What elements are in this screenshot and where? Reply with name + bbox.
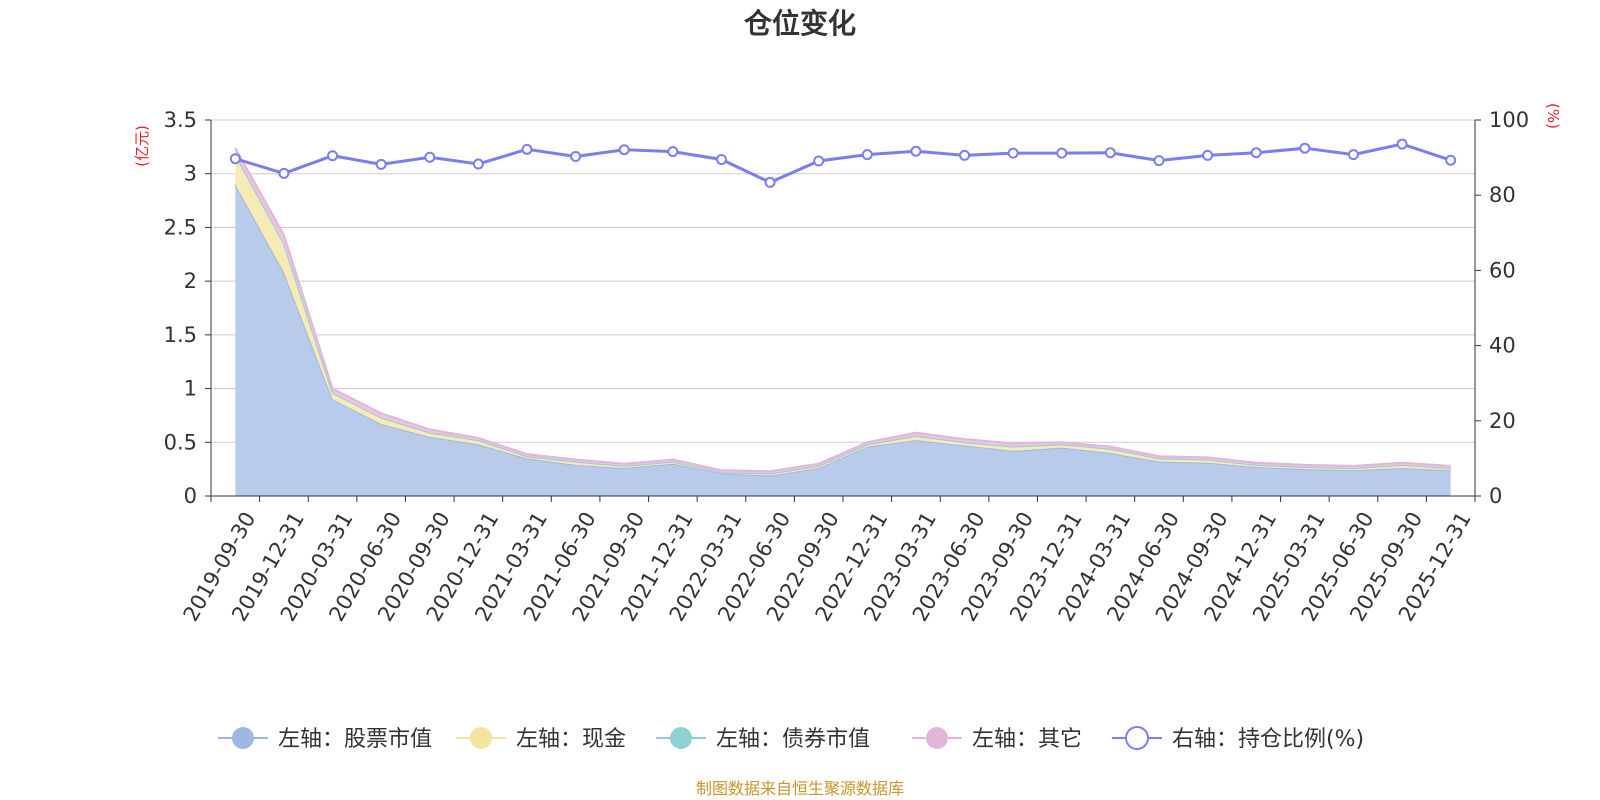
ratio-point [1347, 149, 1359, 161]
ratio-point [1445, 154, 1457, 166]
legend-marker [1125, 726, 1149, 750]
ratio-point [1104, 147, 1116, 159]
left-axis-tick-label: 1.5 [164, 323, 197, 347]
legend-label: 左轴：债券市值 [716, 727, 870, 752]
ratio-point [1299, 142, 1311, 154]
legend-marker [926, 727, 948, 749]
ratio-point [959, 149, 971, 161]
right-axis-tick-label: 20 [1489, 409, 1516, 433]
ratio-point [1396, 138, 1408, 150]
left-axis-tick-label: 0.5 [164, 430, 197, 454]
legend-item-0: 左轴：股票市值 [218, 727, 432, 752]
ratio-point [424, 151, 436, 163]
legend-marker [232, 727, 254, 749]
ratio-point [472, 158, 484, 170]
area-series-0 [235, 184, 1451, 496]
ratio-point [570, 150, 582, 162]
ratio-point [1007, 147, 1019, 159]
left-axis-tick-label: 2 [184, 269, 197, 293]
chart-title: 仓位变化 [744, 7, 856, 40]
legend-marker [470, 727, 492, 749]
ratio-point [861, 149, 873, 161]
left-axis-tick-label: 3 [184, 162, 197, 186]
right-axis-tick-label: 100 [1489, 108, 1529, 132]
ratio-line [234, 142, 1452, 185]
legend: 左轴：股票市值 左轴：现金 左轴：债券市值 左轴：其它 右轴：持仓比例(%) [218, 726, 1364, 752]
right-axis-tick-label: 40 [1489, 334, 1516, 358]
ratio-point [521, 143, 533, 155]
right-axis-tick-label: 80 [1489, 183, 1516, 207]
legend-label: 左轴：股票市值 [278, 727, 432, 752]
ratio-point [375, 158, 387, 170]
legend-item-3: 左轴：其它 [912, 727, 1082, 752]
ratio-point [1153, 155, 1165, 167]
right-axis-unit: (%) [1544, 103, 1562, 129]
ratio-point [618, 144, 630, 156]
right-axis-tick-label: 60 [1489, 258, 1516, 282]
legend-marker [670, 727, 692, 749]
legend-item-2: 左轴：债券市值 [656, 727, 870, 752]
right-axis-tick-label: 0 [1489, 484, 1502, 508]
left-axis-tick-label: 3.5 [164, 108, 197, 132]
ratio-point [715, 153, 727, 165]
ratio-point [813, 155, 825, 167]
stacked-areas [234, 147, 1451, 496]
ratio-point [1202, 149, 1214, 161]
source-note: 制图数据来自恒生聚源数据库 [696, 779, 904, 798]
ratio-point [667, 146, 679, 158]
ratio-point [278, 167, 290, 179]
ratio-point [1250, 147, 1262, 159]
left-axis-tick-label: 2.5 [164, 215, 197, 239]
ratio-point [1056, 147, 1068, 159]
ratio-point [764, 176, 776, 188]
grid-lines [211, 119, 1475, 443]
ratio-series [229, 138, 1457, 188]
ratio-point [229, 153, 241, 165]
left-axis-tick-label: 1 [184, 377, 197, 401]
axes: 00.511.522.533.50204060801002019-09-3020… [164, 108, 1530, 626]
ratio-point [910, 145, 922, 157]
left-axis-unit: (亿元) [133, 125, 151, 167]
legend-label: 左轴：其它 [972, 727, 1082, 752]
legend-label: 左轴：现金 [516, 727, 626, 752]
legend-item-4: 右轴：持仓比例(%) [1112, 726, 1364, 752]
area-series-line-3 [234, 147, 1451, 473]
legend-label: 右轴：持仓比例(%) [1172, 727, 1364, 752]
legend-item-1: 左轴：现金 [456, 727, 626, 752]
left-axis-tick-label: 0 [184, 484, 197, 508]
ratio-point [327, 150, 339, 162]
